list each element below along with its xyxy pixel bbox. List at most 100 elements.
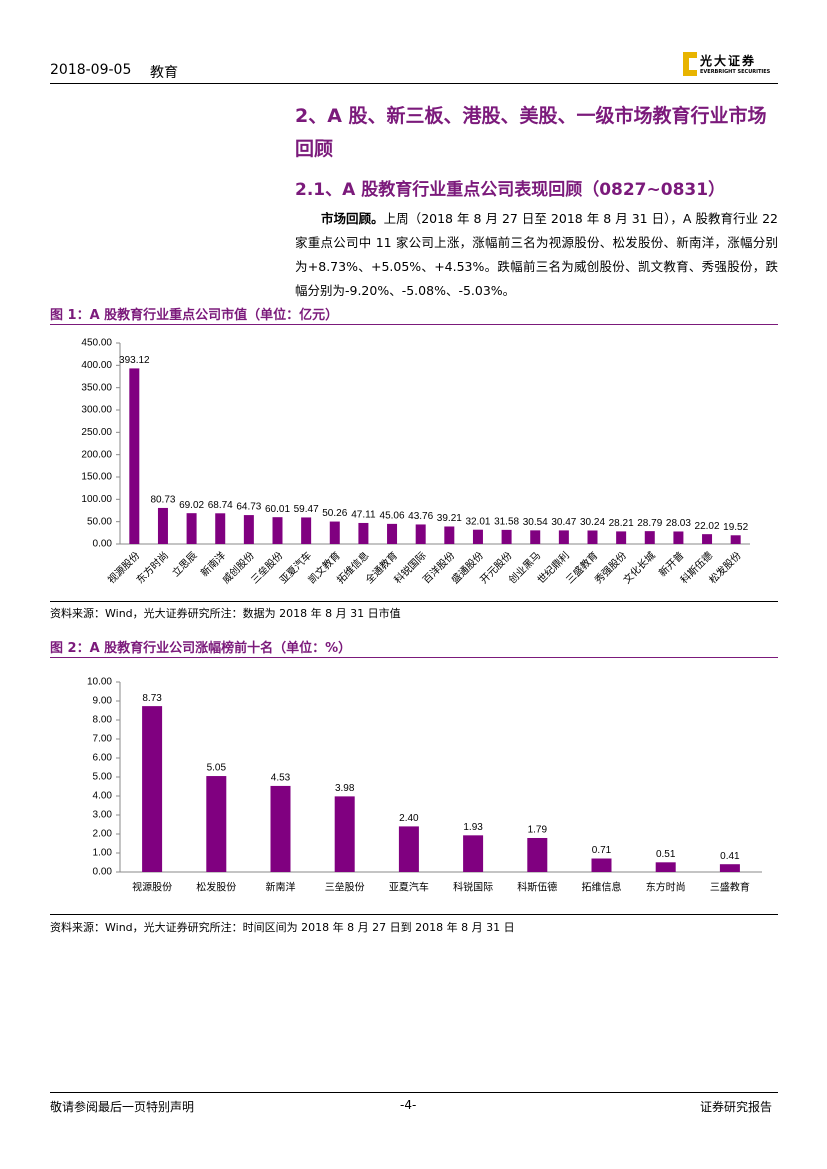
value-label: 1.79 — [528, 825, 548, 836]
value-label: 8.73 — [142, 693, 162, 704]
bar — [527, 837, 548, 872]
value-label: 0.71 — [592, 845, 612, 856]
figure-source: 资料来源：Wind，光大证券研究所注：数据为 2018 年 8 月 31 日市值 — [50, 607, 401, 620]
y-tick-label: 9.00 — [93, 696, 113, 707]
value-label: 45.06 — [380, 511, 405, 522]
value-label: 80.73 — [150, 495, 175, 506]
footer-report-type: 证券研究报告 — [700, 1100, 773, 1114]
section-title: 2、A 股、新三板、港股、美股、一级市场教育行业市场回顾 — [295, 105, 767, 160]
x-tick-label: 文化长城 — [620, 549, 657, 586]
figure-rule — [50, 601, 778, 602]
bar — [616, 531, 627, 544]
bar — [206, 776, 227, 872]
logo-icon — [683, 52, 697, 76]
bar — [587, 530, 598, 544]
figure-rule — [50, 657, 778, 658]
value-label: 2.40 — [399, 813, 419, 824]
bar — [644, 531, 655, 544]
paragraph-lead: 市场回顾。 — [321, 211, 384, 226]
bar — [129, 368, 140, 544]
bar — [463, 835, 484, 872]
value-label: 43.76 — [408, 511, 433, 522]
footer-disclaimer: 敬请参阅最后一页特别声明 — [50, 1100, 195, 1114]
y-tick-label: 5.00 — [93, 772, 113, 783]
bar — [673, 531, 684, 544]
value-label: 68.74 — [208, 500, 233, 511]
y-tick-label: 4.00 — [93, 791, 113, 802]
x-tick-label: 拓维信息 — [582, 881, 622, 894]
value-label: 69.02 — [179, 500, 204, 511]
figure-rule — [50, 324, 778, 325]
bar — [558, 530, 569, 544]
y-tick-label: 450.00 — [81, 338, 112, 349]
y-tick-label: 2.00 — [93, 829, 113, 840]
bar — [334, 796, 355, 872]
figure-source: 资料来源：Wind，光大证券研究所注：时间区间为 2018 年 8 月 27 日… — [50, 921, 515, 934]
y-tick-label: 10.00 — [87, 677, 112, 688]
bar — [301, 517, 312, 544]
y-tick-label: 3.00 — [93, 810, 113, 821]
value-label: 0.41 — [720, 851, 740, 862]
value-label: 0.51 — [656, 849, 676, 860]
x-tick-label: 新南洋 — [266, 881, 296, 894]
header-date: 2018-09-05 — [50, 62, 132, 78]
y-tick-label: 0.00 — [93, 539, 113, 550]
y-tick-label: 6.00 — [93, 753, 113, 764]
x-tick-label: 三垒股份 — [325, 881, 365, 894]
y-tick-label: 100.00 — [81, 494, 112, 505]
x-tick-label: 科斯伍德 — [517, 881, 557, 894]
y-tick-label: 150.00 — [81, 472, 112, 483]
bar — [142, 706, 163, 872]
value-label: 4.53 — [271, 773, 291, 784]
bar — [270, 785, 291, 872]
x-tick-label: 三盛教育 — [710, 881, 750, 894]
value-label: 19.52 — [723, 522, 748, 533]
footer-rule — [50, 1092, 778, 1093]
y-tick-label: 0.00 — [93, 867, 113, 878]
bar — [272, 517, 283, 544]
figure-title: 图 1：A 股教育行业重点公司市值（单位：亿元） — [50, 308, 339, 323]
value-label: 30.54 — [523, 517, 548, 528]
bar — [472, 529, 483, 544]
y-tick-label: 250.00 — [81, 427, 112, 438]
x-tick-label: 松发股份 — [196, 881, 236, 894]
bar — [157, 507, 168, 544]
bar — [719, 864, 740, 872]
x-tick-label: 科锐国际 — [453, 881, 493, 894]
bar — [591, 858, 612, 872]
page-number: -4- — [400, 1098, 417, 1112]
value-label: 393.12 — [119, 355, 150, 366]
value-label: 50.26 — [322, 508, 347, 519]
bar — [530, 530, 541, 544]
value-label: 32.01 — [465, 516, 490, 527]
value-label: 47.11 — [351, 510, 376, 521]
value-label: 30.24 — [580, 517, 605, 528]
value-label: 64.73 — [236, 502, 261, 513]
bar — [243, 515, 254, 544]
header-rule — [50, 83, 778, 84]
logo-en: EVERBRIGHT SECURITIES — [700, 69, 771, 75]
value-label: 1.93 — [463, 822, 483, 833]
value-label: 22.02 — [695, 521, 720, 532]
x-tick-label: 立思辰 — [169, 549, 199, 579]
value-label: 39.21 — [437, 513, 462, 524]
y-tick-label: 8.00 — [93, 715, 113, 726]
paragraph: 市场回顾。上周（2018 年 8 月 27 日至 2018 年 8 月 31 日… — [295, 207, 778, 303]
y-tick-label: 400.00 — [81, 360, 112, 371]
value-label: 59.47 — [294, 504, 319, 515]
figure-rule — [50, 914, 778, 915]
x-tick-label: 东方时尚 — [646, 881, 686, 894]
bar — [387, 523, 398, 544]
y-tick-label: 50.00 — [87, 516, 112, 527]
value-label: 5.05 — [207, 763, 227, 774]
value-label: 28.21 — [609, 518, 634, 529]
header-sector: 教育 — [150, 65, 178, 81]
x-tick-label: 亚夏汽车 — [389, 881, 429, 894]
value-label: 31.58 — [494, 517, 519, 528]
value-label: 28.79 — [637, 518, 662, 529]
y-tick-label: 200.00 — [81, 449, 112, 460]
bar — [398, 826, 419, 872]
chart: 0.00 1.00 2.00 3.00 4.00 5.00 6.00 7.00 8.00 9.00… — [87, 677, 762, 894]
bar — [702, 534, 713, 544]
